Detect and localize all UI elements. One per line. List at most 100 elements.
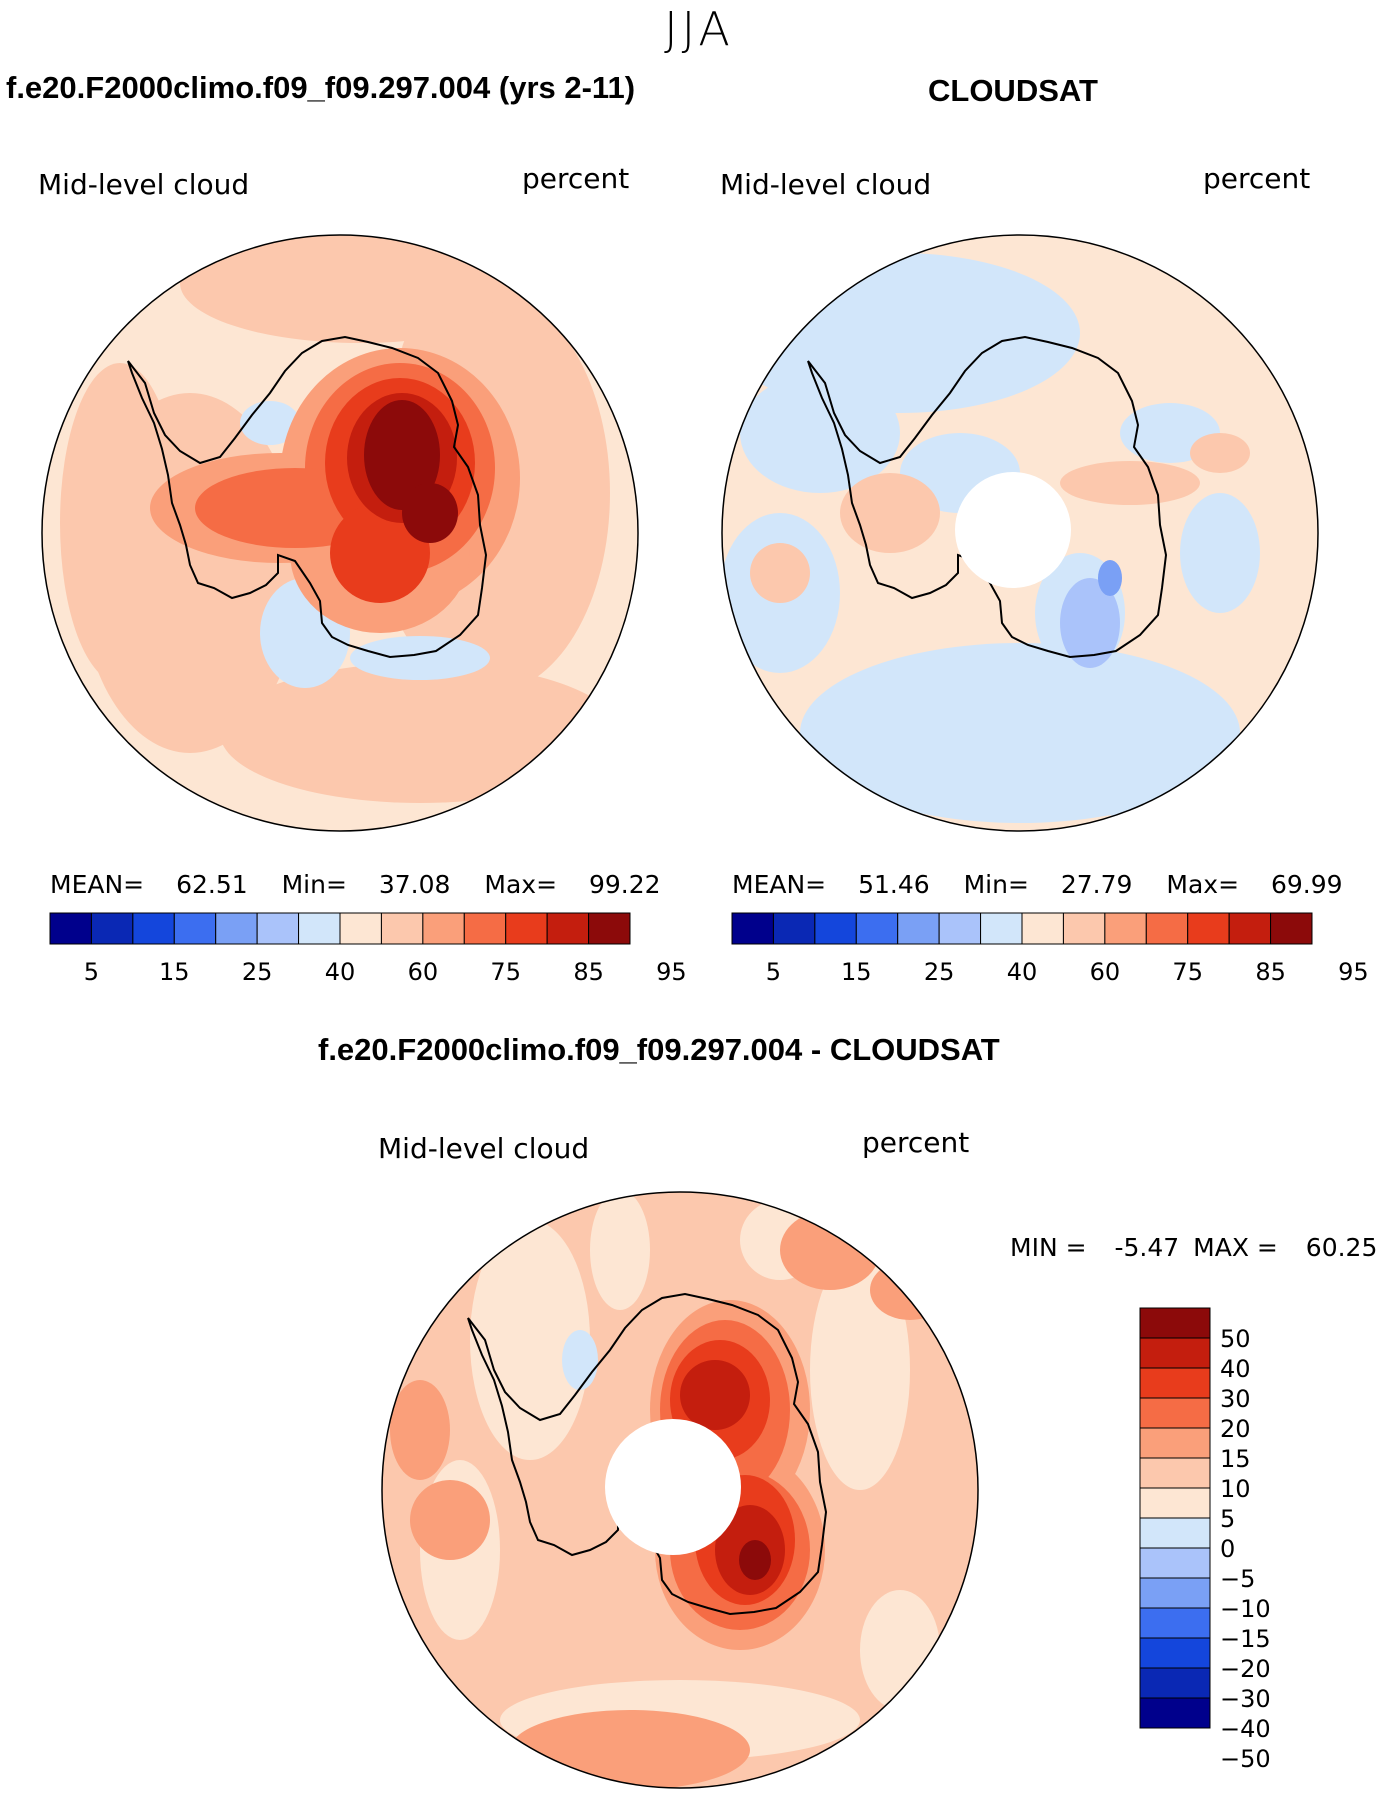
left-colorbar-box [298,912,341,945]
diff-colorbar-box [1139,1457,1211,1489]
diff-panel-title: f.e20.F2000climo.f09_f09.297.004 - CLOUD… [318,1032,1000,1067]
diff-coastline [467,1292,828,1616]
diff-map-contour [562,1330,598,1390]
left-map-contour [330,503,430,603]
left-min-value: 37.08 [378,870,451,899]
left-mean-label: MEAN= [50,870,145,899]
right-units-label: percent [1203,162,1311,195]
right-mean-label: MEAN= [732,870,827,899]
diff-map-contour [780,1210,880,1290]
left-colorbar-box [49,912,92,945]
left-coastline [127,335,488,659]
diff-colorbar-tick-label: −40 [1220,1715,1271,1743]
left-stats: MEAN= 62.51 Min= 37.08 Max= 99.22 [50,870,661,899]
left-colorbar-box [256,912,300,945]
left-colorbar-tick-label: 75 [490,958,521,986]
left-min-label: Min= [281,870,347,899]
diff-colorbar-tick-label: 40 [1220,1355,1251,1383]
left-map-contour [60,363,180,683]
right-colorbar-tick-label: 95 [1338,958,1369,986]
diff-pole-hole [605,1419,741,1555]
left-colorbar-box [505,912,548,945]
right-colorbar-box [1145,912,1189,945]
diff-colorbar-box [1139,1487,1211,1519]
right-min-value: 27.79 [1060,870,1133,899]
left-colorbar-box [546,912,590,945]
diff-colorbar-box [1139,1637,1211,1669]
left-colorbar-box [132,912,175,945]
diff-map-contour [739,1540,771,1580]
diff-colorbar-box [1139,1307,1211,1339]
left-variable-label: Mid-level cloud [38,168,250,201]
diff-colorbar-tick-label: 15 [1220,1445,1251,1473]
right-colorbar-box [1104,912,1147,945]
right-map-contour [1060,461,1200,505]
right-panel-title: CLOUDSAT [928,73,1098,108]
diff-min-label: MIN = [1010,1233,1087,1262]
diff-colorbar-tick-label: 30 [1220,1385,1251,1413]
right-min-label: Min= [963,870,1029,899]
diff-colorbar-box [1139,1397,1211,1429]
season-title: JJA [664,2,734,56]
diff-map-contour [680,1360,750,1430]
right-coastline [807,335,1168,659]
right-map-contour [740,373,900,493]
diff-colorbar-box [1139,1667,1211,1699]
right-pole-hole [955,472,1071,588]
diff-map-boundary [381,1191,979,1789]
diff-colorbar-box [1139,1547,1211,1579]
right-colorbar-tick-label: 75 [1172,958,1203,986]
left-colorbar-box [588,912,631,945]
right-colorbar-box [855,912,899,945]
right-colorbar-box [1062,912,1106,945]
right-colorbar-box [938,912,982,945]
left-map-contour [220,663,620,803]
diff-colorbar-box [1139,1367,1211,1399]
left-max-value: 99.22 [589,870,661,899]
left-colorbar-box [339,912,382,945]
right-stats: MEAN= 51.46 Min= 27.79 Max= 69.99 [732,870,1343,899]
right-colorbar-box [731,912,774,945]
diff-colorbar-tick-label: −20 [1220,1655,1271,1683]
left-colorbar-box [90,912,134,945]
diff-colorbar-tick-label: 0 [1220,1535,1235,1563]
diff-map-contour [870,1260,950,1320]
right-colorbar-box [814,912,857,945]
left-mean-value: 62.51 [176,870,248,899]
diff-map-contour [510,1710,750,1788]
right-mean-value: 51.46 [858,870,930,899]
diff-map [382,1192,978,1788]
left-colorbar-box [215,912,258,945]
diff-units-label: percent [862,1126,970,1159]
left-colorbar-box [463,912,507,945]
left-colorbar-tick-label: 15 [159,958,190,986]
left-colorbar-tick-label: 5 [84,958,99,986]
diff-max-value: 60.25 [1305,1233,1378,1262]
left-colorbar-tick-label: 85 [573,958,604,986]
diff-colorbar-tick-label: −30 [1220,1685,1271,1713]
left-colorbar-box [173,912,217,945]
right-max-label: Max= [1166,870,1240,899]
right-colorbar-box [1270,912,1313,945]
diff-max-label: MAX = [1193,1233,1278,1262]
right-colorbar-box [1187,912,1230,945]
left-colorbar-tick-label: 40 [325,958,356,986]
right-map-contour [750,543,810,603]
diff-colorbar-box [1139,1517,1211,1549]
right-colorbar-box [1021,912,1064,945]
diff-colorbar-tick-label: 20 [1220,1415,1251,1443]
left-max-label: Max= [484,870,558,899]
left-map-contour [402,483,458,543]
left-colorbar-box [422,912,465,945]
diff-colorbar-tick-label: −15 [1220,1625,1271,1653]
right-variable-label: Mid-level cloud [720,168,932,201]
right-colorbar-tick-label: 85 [1255,958,1286,986]
right-colorbar-box [1228,912,1272,945]
left-colorbar-tick-label: 60 [408,958,439,986]
right-colorbar-box [897,912,940,945]
left-panel-title: f.e20.F2000climo.f09_f09.297.004 (yrs 2-… [6,70,636,105]
diff-colorbar-box [1139,1337,1211,1369]
right-colorbar-tick-label: 5 [766,958,781,986]
diff-colorbar-tick-label: −50 [1220,1745,1271,1773]
